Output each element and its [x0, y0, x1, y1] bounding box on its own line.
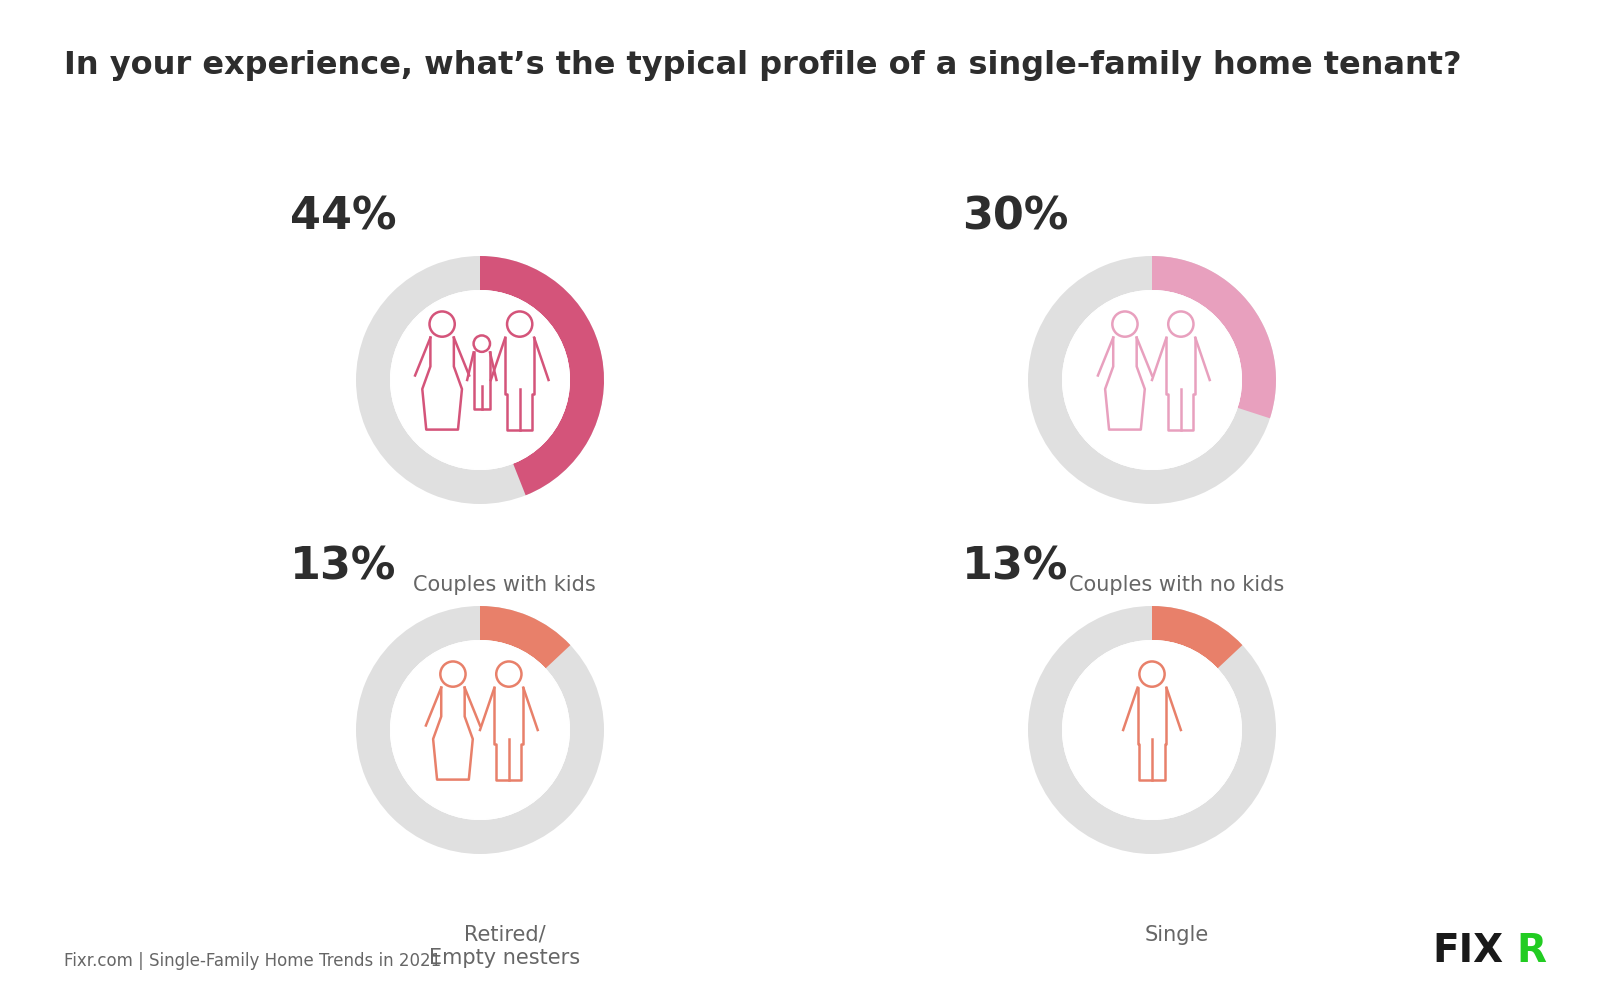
Text: Single: Single — [1144, 925, 1210, 945]
Circle shape — [1062, 291, 1242, 469]
Circle shape — [390, 641, 570, 819]
Circle shape — [390, 291, 570, 469]
Text: 13%: 13% — [963, 546, 1069, 589]
Wedge shape — [480, 256, 603, 495]
Circle shape — [390, 291, 570, 469]
Text: FIX: FIX — [1432, 932, 1502, 970]
Text: 30%: 30% — [963, 196, 1069, 239]
Circle shape — [1062, 291, 1242, 469]
Text: Retired/
Empty nesters: Retired/ Empty nesters — [429, 925, 581, 968]
Text: Couples with no kids: Couples with no kids — [1069, 575, 1285, 595]
Wedge shape — [355, 256, 605, 504]
Circle shape — [1062, 291, 1242, 469]
Text: In your experience, what’s the typical profile of a single-family home tenant?: In your experience, what’s the typical p… — [64, 50, 1462, 81]
Text: Fixr.com | Single-Family Home Trends in 2021: Fixr.com | Single-Family Home Trends in … — [64, 952, 442, 970]
Circle shape — [390, 641, 570, 819]
Text: Couples with kids: Couples with kids — [413, 575, 597, 595]
Text: 44%: 44% — [290, 196, 397, 239]
Wedge shape — [1027, 256, 1277, 504]
Text: 13%: 13% — [291, 546, 397, 589]
Wedge shape — [480, 606, 570, 669]
Wedge shape — [1152, 256, 1275, 418]
Circle shape — [390, 291, 570, 469]
Wedge shape — [355, 606, 605, 854]
Circle shape — [1062, 641, 1242, 819]
Wedge shape — [1027, 606, 1277, 854]
Wedge shape — [1152, 606, 1242, 669]
Text: R: R — [1517, 932, 1547, 970]
Circle shape — [1062, 641, 1242, 819]
Circle shape — [1062, 641, 1242, 819]
Circle shape — [390, 641, 570, 819]
